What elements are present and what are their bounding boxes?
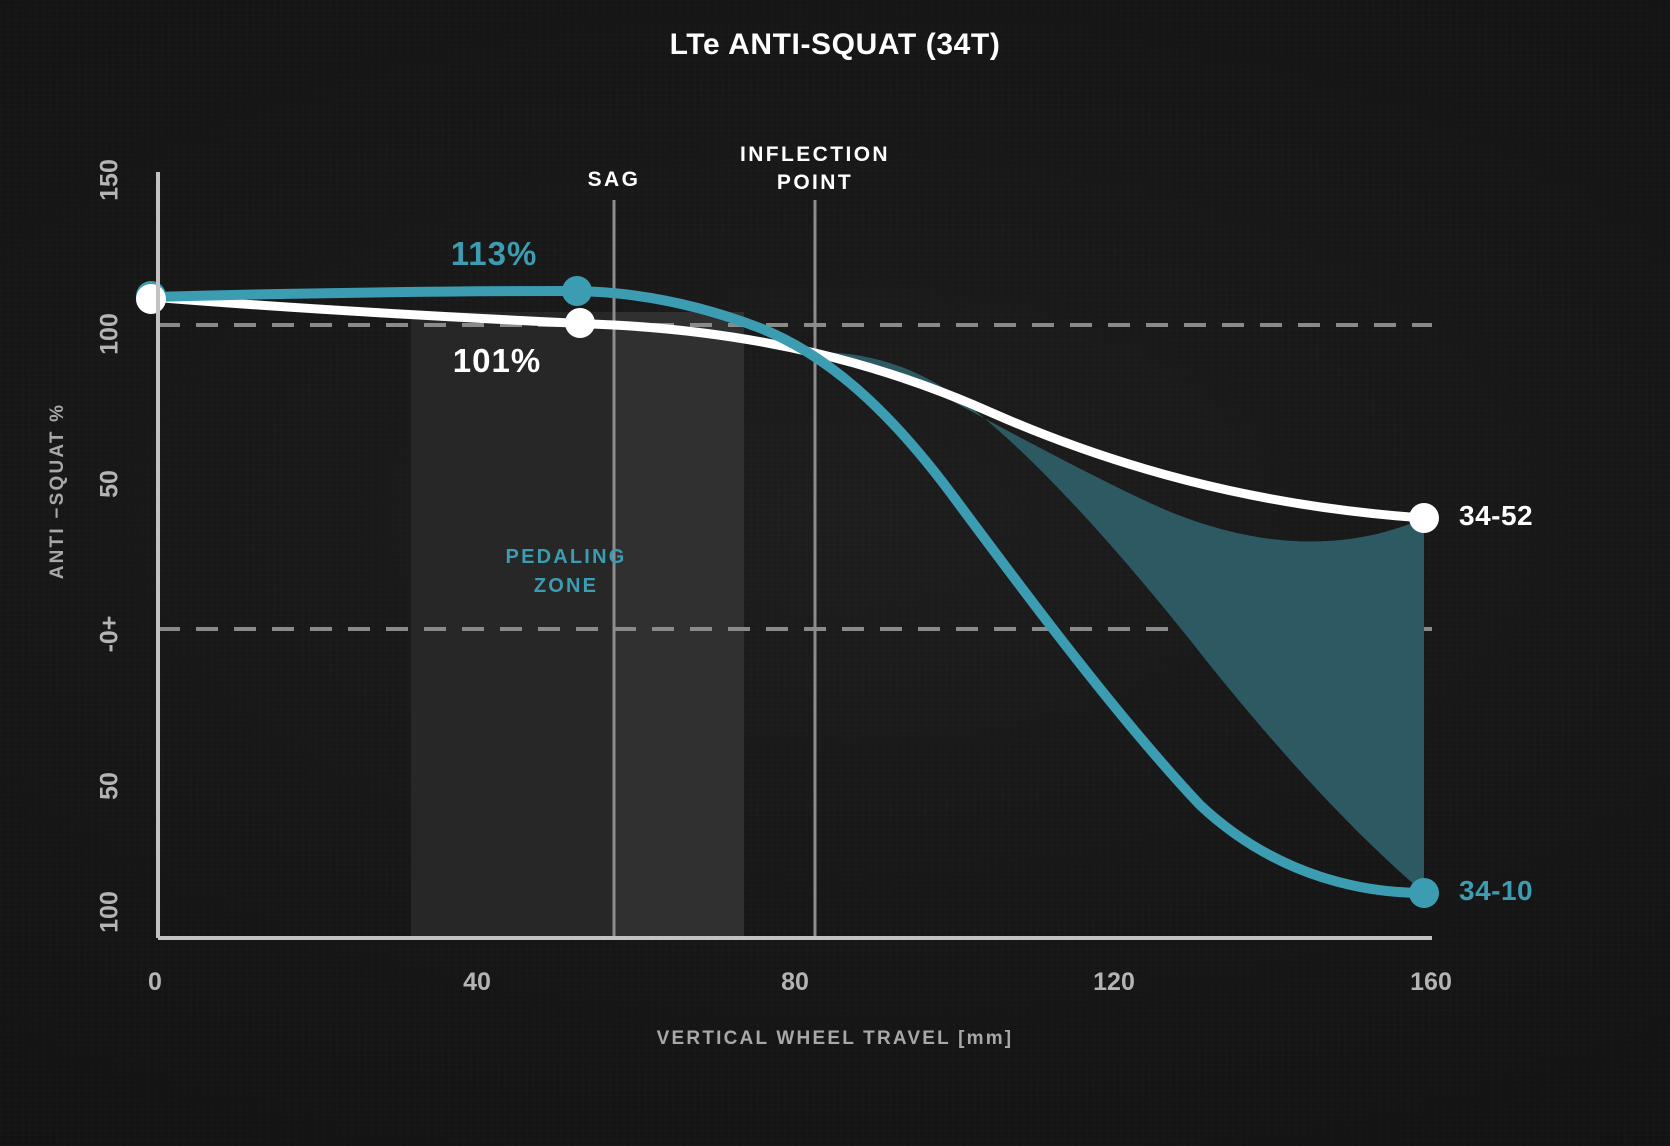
inflection-point-label-line2: POINT [776,171,854,195]
series-label-34-52: 34-52 [1459,500,1534,531]
pedaling-zone-label-line1: PEDALING [505,546,627,568]
inflection-point-label-line1: INFLECTION [740,143,890,166]
pedaling-zone-label-line2: ZONE [533,575,599,597]
pedaling-zone-label: PEDALING ZONE [506,543,627,601]
pedaling-zone-band-right [614,312,744,938]
pedaling-zone-band-left [411,312,614,938]
y-tick-neg50: 50 [95,772,124,800]
marker-dot-sag-34-52 [565,308,595,338]
series-label-34-10: 34-10 [1459,875,1534,906]
x-tick-80: 80 [781,968,809,996]
y-tick-zero: -0+ [95,615,124,653]
divergence-fill [814,352,1424,893]
series-line-34-52 [146,292,1429,523]
value-label-101-percent: 101% [452,342,542,379]
inflection-point-label: INFLECTION POINT [740,141,890,198]
y-tick-150: 150 [95,159,124,201]
chart-title: LTe ANTI-SQUAT (34T) [669,28,1001,61]
value-label-113-percent: 113% [450,235,538,272]
x-tick-160: 160 [1410,968,1452,996]
marker-dot-origin-34-52 [136,284,166,314]
y-axis-title: ANTI −SQUAT % [47,402,68,580]
x-axis-title: VERTICAL WHEEL TRAVEL [mm] [656,1028,1014,1049]
series-line-34-10 [146,285,1429,898]
y-tick-50: 50 [95,470,124,498]
marker-dot-sag-34-10 [562,276,592,306]
x-tick-120: 120 [1093,968,1135,996]
x-tick-0: 0 [148,968,162,996]
marker-dot-end-34-10 [1409,878,1439,908]
marker-dot-end-34-52 [1409,503,1439,533]
y-tick-neg100: 100 [95,891,124,933]
y-tick-100: 100 [95,313,124,355]
x-tick-40: 40 [463,968,491,996]
sag-label: SAG [587,168,641,191]
